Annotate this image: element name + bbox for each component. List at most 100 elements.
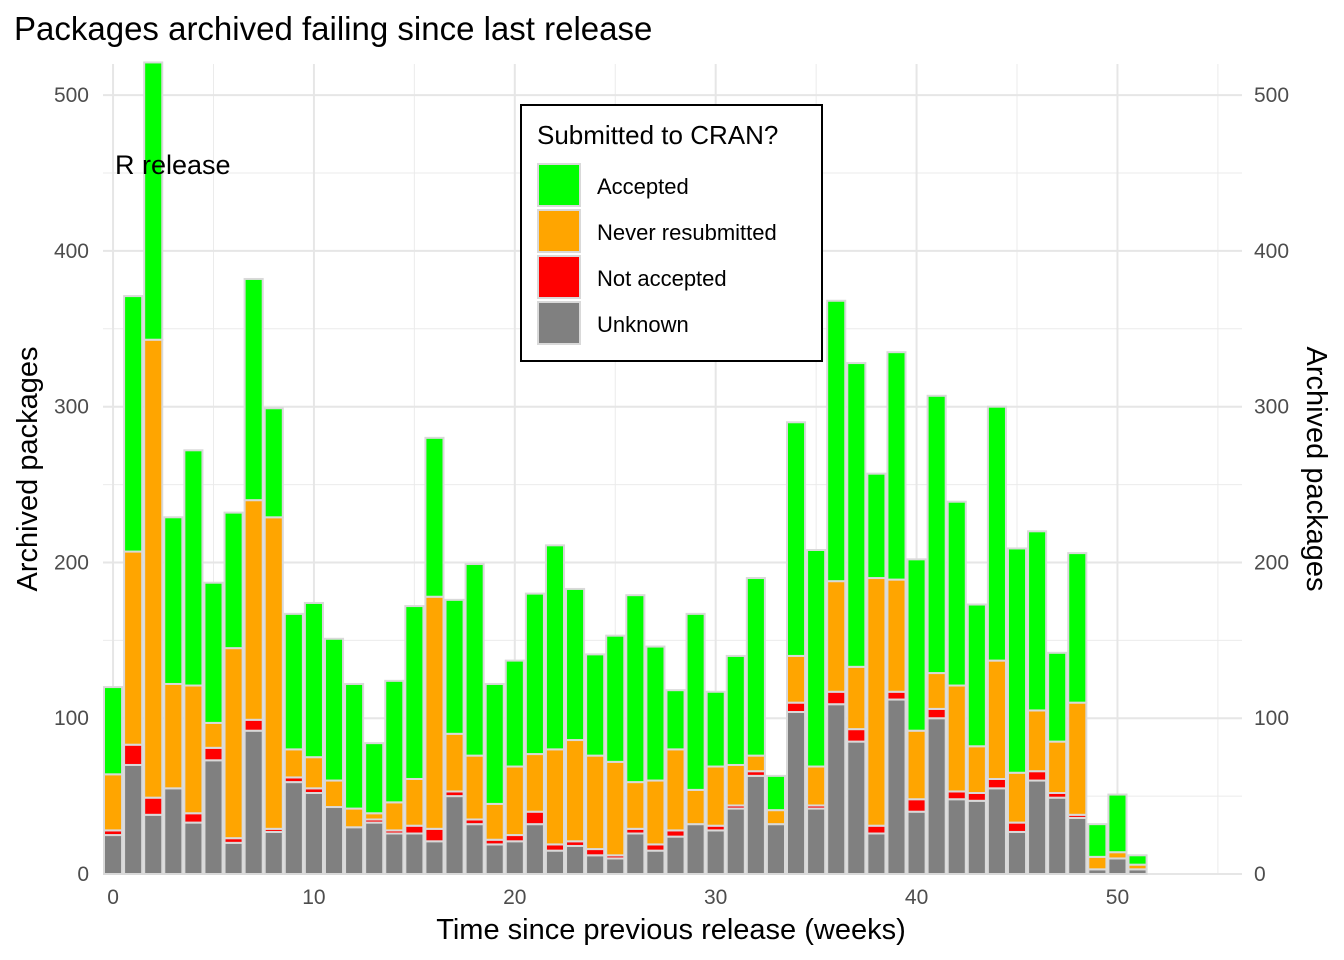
bar-segment-never-resubmitted <box>183 684 204 815</box>
bar-segment-accepted <box>986 405 1007 662</box>
bar-segment-accepted <box>323 637 345 782</box>
y2-tick-label: 200 <box>1254 551 1289 574</box>
bar-segment-unknown <box>243 729 264 876</box>
bar-segment-accepted <box>103 686 124 776</box>
bar-segment-accepted <box>826 299 847 583</box>
bar-segment-accepted <box>585 653 606 757</box>
bar-segment-never-resubmitted <box>243 499 264 721</box>
y2-tick-label: 500 <box>1254 84 1289 107</box>
bar-segment-accepted <box>966 603 987 748</box>
bar-segment-unknown <box>544 849 566 876</box>
bar-segment-never-resubmitted <box>323 779 345 809</box>
bar-segment-never-resubmitted <box>504 765 525 837</box>
bar-segment-accepted <box>163 516 184 685</box>
x-tick-label: 40 <box>905 886 928 909</box>
bar-segment-not-accepted <box>906 798 927 813</box>
legend-swatch-accepted <box>537 163 581 207</box>
bar-segment-unknown <box>926 717 947 875</box>
bar-segment-unknown <box>866 832 887 875</box>
bar-segment-unknown <box>364 821 385 875</box>
bar-segment-never-resubmitted <box>1047 740 1068 794</box>
bar-segment-accepted <box>765 774 786 812</box>
bar-segment-not-accepted <box>826 690 847 706</box>
bar-segment-never-resubmitted <box>866 577 887 827</box>
bar-segment-accepted <box>344 682 365 810</box>
bar-segment-unknown <box>585 854 606 875</box>
bar-segment-accepted <box>1107 793 1128 854</box>
bar-segment-accepted <box>364 742 385 815</box>
bar-segment-unknown <box>123 763 144 876</box>
bar-segment-not-accepted <box>424 827 445 843</box>
bar-segment-never-resubmitted <box>283 748 304 779</box>
bar-segment-accepted <box>1127 854 1148 866</box>
x-axis-title: Time since previous release (weeks) <box>436 914 906 946</box>
bar-segment-unknown <box>424 840 445 875</box>
bar-segment-unknown <box>725 807 746 875</box>
bar-segment-unknown <box>986 787 1007 875</box>
legend-swatch-not-accepted <box>537 255 581 299</box>
bar-segment-unknown <box>826 703 847 876</box>
bar-segment-accepted <box>705 690 726 768</box>
y-axis-title: Archived packages <box>12 346 44 591</box>
bar-segment-accepted <box>283 612 304 751</box>
bar-segment-never-resubmitted <box>303 756 324 790</box>
bar-segment-accepted <box>303 601 324 759</box>
bar-segment-never-resubmitted <box>263 516 284 830</box>
bar-segment-accepted <box>544 544 566 751</box>
bar-segment-unknown <box>705 829 726 876</box>
bar-segment-never-resubmitted <box>404 777 425 827</box>
bar-segment-accepted <box>685 612 706 791</box>
bar-segment-accepted <box>926 394 947 675</box>
bar-segment-accepted <box>263 407 284 519</box>
bar-segment-never-resubmitted <box>1087 855 1108 871</box>
bar-segment-never-resubmitted <box>544 748 566 846</box>
bar-segment-unknown <box>283 781 304 875</box>
y-tick-label: 100 <box>54 707 89 730</box>
legend-label-accepted: Accepted <box>597 174 689 199</box>
legend-label-not-accepted: Not accepted <box>597 266 727 291</box>
chart-title: Packages archived failing since last rel… <box>14 10 652 47</box>
bar-segment-never-resubmitted <box>444 732 465 793</box>
bar-segment-never-resubmitted <box>986 659 1007 780</box>
bar-segment-unknown <box>464 823 485 876</box>
bar-segment-not-accepted <box>524 810 545 826</box>
bar-segment-unknown <box>384 832 405 875</box>
bar-segment-never-resubmitted <box>625 781 646 830</box>
bar-segment-never-resubmitted <box>585 754 606 851</box>
bar-segment-unknown <box>1006 830 1028 876</box>
y2-axis-title: Archived packages <box>1300 346 1332 591</box>
bar-segment-unknown <box>786 711 807 875</box>
bar-segment-never-resubmitted <box>725 763 746 807</box>
bar-segment-unknown <box>404 832 425 875</box>
bar-segment-accepted <box>444 598 465 735</box>
bar-segment-unknown <box>645 849 666 876</box>
bar-segment-unknown <box>745 774 766 875</box>
y2-tick-label: 300 <box>1254 396 1289 419</box>
bar-segment-accepted <box>1087 823 1108 858</box>
bar-segment-never-resubmitted <box>143 338 164 799</box>
bar-segment-unknown <box>946 798 967 876</box>
y-tick-label: 400 <box>54 240 89 263</box>
bar-segment-not-accepted <box>243 718 264 732</box>
bar-segment-unknown <box>344 826 365 875</box>
bar-segment-unknown <box>1027 779 1048 875</box>
y2-tick-label: 400 <box>1254 240 1289 263</box>
bar-segment-never-resubmitted <box>484 802 505 841</box>
bar-segment-unknown <box>1107 857 1128 876</box>
y-tick-label: 300 <box>54 396 89 419</box>
bar-segment-unknown <box>444 795 465 875</box>
bar-segment-accepted <box>886 351 907 581</box>
bar-segment-accepted <box>846 362 867 668</box>
bar-segment-never-resubmitted <box>846 665 867 731</box>
bar-segment-unknown <box>625 832 646 875</box>
bar-segment-unknown <box>143 813 164 875</box>
bar-segment-unknown <box>565 844 586 876</box>
bar-segment-never-resubmitted <box>765 809 786 826</box>
bar-segment-unknown <box>1047 796 1068 876</box>
legend: Submitted to CRAN? Accepted Never resubm… <box>520 104 823 362</box>
bar-segment-not-accepted <box>866 824 887 835</box>
bar-segment-accepted <box>183 449 204 687</box>
bar-segment-accepted <box>524 592 545 756</box>
